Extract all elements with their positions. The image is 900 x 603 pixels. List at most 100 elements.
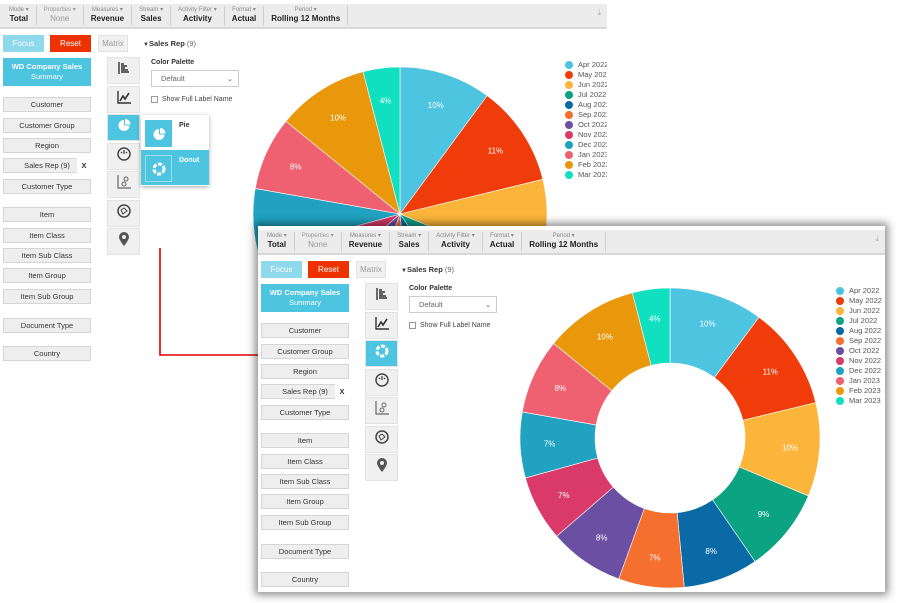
sidebar-item-document-type[interactable]: Document Type [3, 318, 91, 333]
legend-item-jul-2022[interactable]: Jul 2022 [565, 90, 607, 99]
sidebar-item-country[interactable]: Country [261, 572, 349, 587]
sidebar-item-sales-rep-9[interactable]: Sales Rep (9) X [3, 158, 91, 173]
slice-dec-2022[interactable] [519, 411, 599, 479]
checkbox[interactable] [409, 322, 416, 329]
slice-jun-2022[interactable] [738, 402, 821, 497]
popup-option-pie[interactable]: Pie [141, 115, 209, 150]
matrix-button[interactable]: Matrix [356, 261, 386, 278]
matrix-button[interactable]: Matrix [98, 35, 128, 52]
sidebar-item-customer-type[interactable]: Customer Type [3, 179, 91, 194]
slice-nov-2022[interactable] [525, 457, 614, 537]
sidebar-item-customer-group[interactable]: Customer Group [3, 118, 91, 133]
legend-item-jan-2023[interactable]: Jan 2023 [565, 150, 607, 159]
chart-type-gauge[interactable] [107, 142, 140, 170]
slice-aug-2022[interactable] [676, 499, 756, 588]
remove-filter-button[interactable]: X [335, 384, 349, 399]
sidebar-item-item-group[interactable]: Item Group [261, 494, 349, 509]
toolbar-stream[interactable]: Stream ▾ Sales [390, 232, 430, 251]
sidebar-item-region[interactable]: Region [3, 138, 91, 153]
legend-item-oct-2022[interactable]: Oct 2022 [836, 346, 882, 355]
slice-apr-2022[interactable] [669, 287, 760, 379]
show-full-label-checkbox[interactable]: Show Full Label Name [409, 322, 490, 329]
chart-type-pie-chart[interactable] [365, 340, 398, 367]
sidebar-item-item-sub-class[interactable]: Item Sub Class [3, 248, 91, 263]
slice-may-2022[interactable] [714, 316, 817, 421]
report-title-card[interactable]: WD Company Sales Summary [261, 284, 349, 312]
legend-item-feb-2023[interactable]: Feb 2023 [565, 160, 607, 169]
slice-oct-2022[interactable] [556, 486, 645, 580]
chart-type-network[interactable] [107, 199, 140, 227]
reset-button[interactable]: Reset [308, 261, 349, 278]
slice-jan-2023[interactable] [521, 342, 613, 426]
toolbar-mode[interactable]: Mode ▾ Total [260, 232, 295, 251]
sidebar-item-region[interactable]: Region [261, 364, 349, 379]
chart-type-map-pin[interactable] [107, 228, 140, 255]
toolbar-period[interactable]: Period ▾ Rolling 12 Months [264, 6, 349, 25]
sidebar-item-item-group[interactable]: Item Group [3, 268, 91, 283]
sidebar-item-document-type[interactable]: Document Type [261, 544, 349, 559]
chart-type-line-chart[interactable] [365, 311, 398, 339]
download-icon[interactable]: ⤓ [875, 234, 879, 243]
focus-button[interactable]: Focus [261, 261, 302, 278]
legend-item-jun-2022[interactable]: Jun 2022 [836, 306, 882, 315]
chart-type-network[interactable] [365, 425, 398, 453]
sidebar-item-item-class[interactable]: Item Class [3, 228, 91, 243]
legend-item-aug-2022[interactable]: Aug 2022 [565, 100, 607, 109]
filter-sales-rep[interactable]: ▼Sales Rep (9) [143, 39, 196, 48]
legend-item-jan-2023[interactable]: Jan 2023 [836, 376, 882, 385]
chart-type-bar-chart[interactable] [107, 57, 140, 84]
sidebar-item-item-class[interactable]: Item Class [261, 454, 349, 469]
legend-item-apr-2022[interactable]: Apr 2022 [836, 286, 882, 295]
legend-item-aug-2022[interactable]: Aug 2022 [836, 326, 882, 335]
sidebar-item-item[interactable]: Item [3, 207, 91, 222]
legend-item-apr-2022[interactable]: Apr 2022 [565, 60, 607, 69]
chart-type-gauge[interactable] [365, 368, 398, 396]
legend-item-mar-2023[interactable]: Mar 2023 [836, 396, 882, 405]
toolbar-period[interactable]: Period ▾ Rolling 12 Months [522, 232, 607, 251]
legend-item-jul-2022[interactable]: Jul 2022 [836, 316, 882, 325]
sidebar-item-customer-group[interactable]: Customer Group [261, 344, 349, 359]
color-palette-select[interactable]: Default ⌄ [151, 70, 239, 87]
chart-type-map-pin[interactable] [365, 454, 398, 481]
filter-sales-rep[interactable]: ▼Sales Rep (9) [401, 265, 454, 274]
toolbar-activity-filter[interactable]: Activity Filter ▾ Activity [171, 6, 225, 25]
remove-filter-button[interactable]: X [77, 158, 91, 173]
toolbar-measures[interactable]: Measures ▾ Revenue [342, 232, 391, 251]
checkbox[interactable] [151, 96, 158, 103]
toolbar-properties[interactable]: Properties ▾ None [37, 6, 84, 25]
popup-option-donut[interactable]: Donut [141, 150, 209, 185]
chart-type-line-chart[interactable] [107, 85, 140, 113]
toolbar-activity-filter[interactable]: Activity Filter ▾ Activity [429, 232, 483, 251]
sidebar-item-item[interactable]: Item [261, 433, 349, 448]
sidebar-item-customer[interactable]: Customer [3, 97, 91, 112]
legend-item-nov-2022[interactable]: Nov 2022 [836, 356, 882, 365]
toolbar-format[interactable]: Format ▾ Actual [225, 6, 265, 25]
slice-feb-2023[interactable] [553, 292, 652, 392]
toolbar-mode[interactable]: Mode ▾ Total [2, 6, 37, 25]
legend-item-oct-2022[interactable]: Oct 2022 [565, 120, 607, 129]
legend-item-nov-2022[interactable]: Nov 2022 [565, 130, 607, 139]
slice-mar-2023[interactable] [631, 287, 671, 366]
toolbar-format[interactable]: Format ▾ Actual [483, 232, 523, 251]
legend-item-sep-2022[interactable]: Sep 2022 [836, 336, 882, 345]
download-icon[interactable]: ⤓ [597, 8, 601, 17]
toolbar-properties[interactable]: Properties ▾ None [295, 232, 342, 251]
chart-type-scatter-chart[interactable] [365, 397, 398, 424]
toolbar-measures[interactable]: Measures ▾ Revenue [84, 6, 133, 25]
sidebar-item-item-sub-group[interactable]: Item Sub Group [261, 515, 349, 530]
chart-type-scatter-chart[interactable] [107, 171, 140, 198]
report-title-card[interactable]: WD Company Sales Summary [3, 58, 91, 86]
legend-item-feb-2023[interactable]: Feb 2023 [836, 386, 882, 395]
sidebar-item-item-sub-group[interactable]: Item Sub Group [3, 289, 91, 304]
focus-button[interactable]: Focus [3, 35, 44, 52]
legend-item-may-2022[interactable]: May 2022 [565, 70, 607, 79]
toolbar-stream[interactable]: Stream ▾ Sales [132, 6, 172, 25]
sidebar-item-item-sub-class[interactable]: Item Sub Class [261, 474, 349, 489]
sidebar-item-customer-type[interactable]: Customer Type [261, 405, 349, 420]
chart-type-bar-chart[interactable] [365, 283, 398, 310]
legend-item-sep-2022[interactable]: Sep 2022 [565, 110, 607, 119]
reset-button[interactable]: Reset [50, 35, 91, 52]
slice-sep-2022[interactable] [618, 508, 685, 589]
legend-item-jun-2022[interactable]: Jun 2022 [565, 80, 607, 89]
chart-type-pie-chart[interactable] [107, 114, 140, 141]
